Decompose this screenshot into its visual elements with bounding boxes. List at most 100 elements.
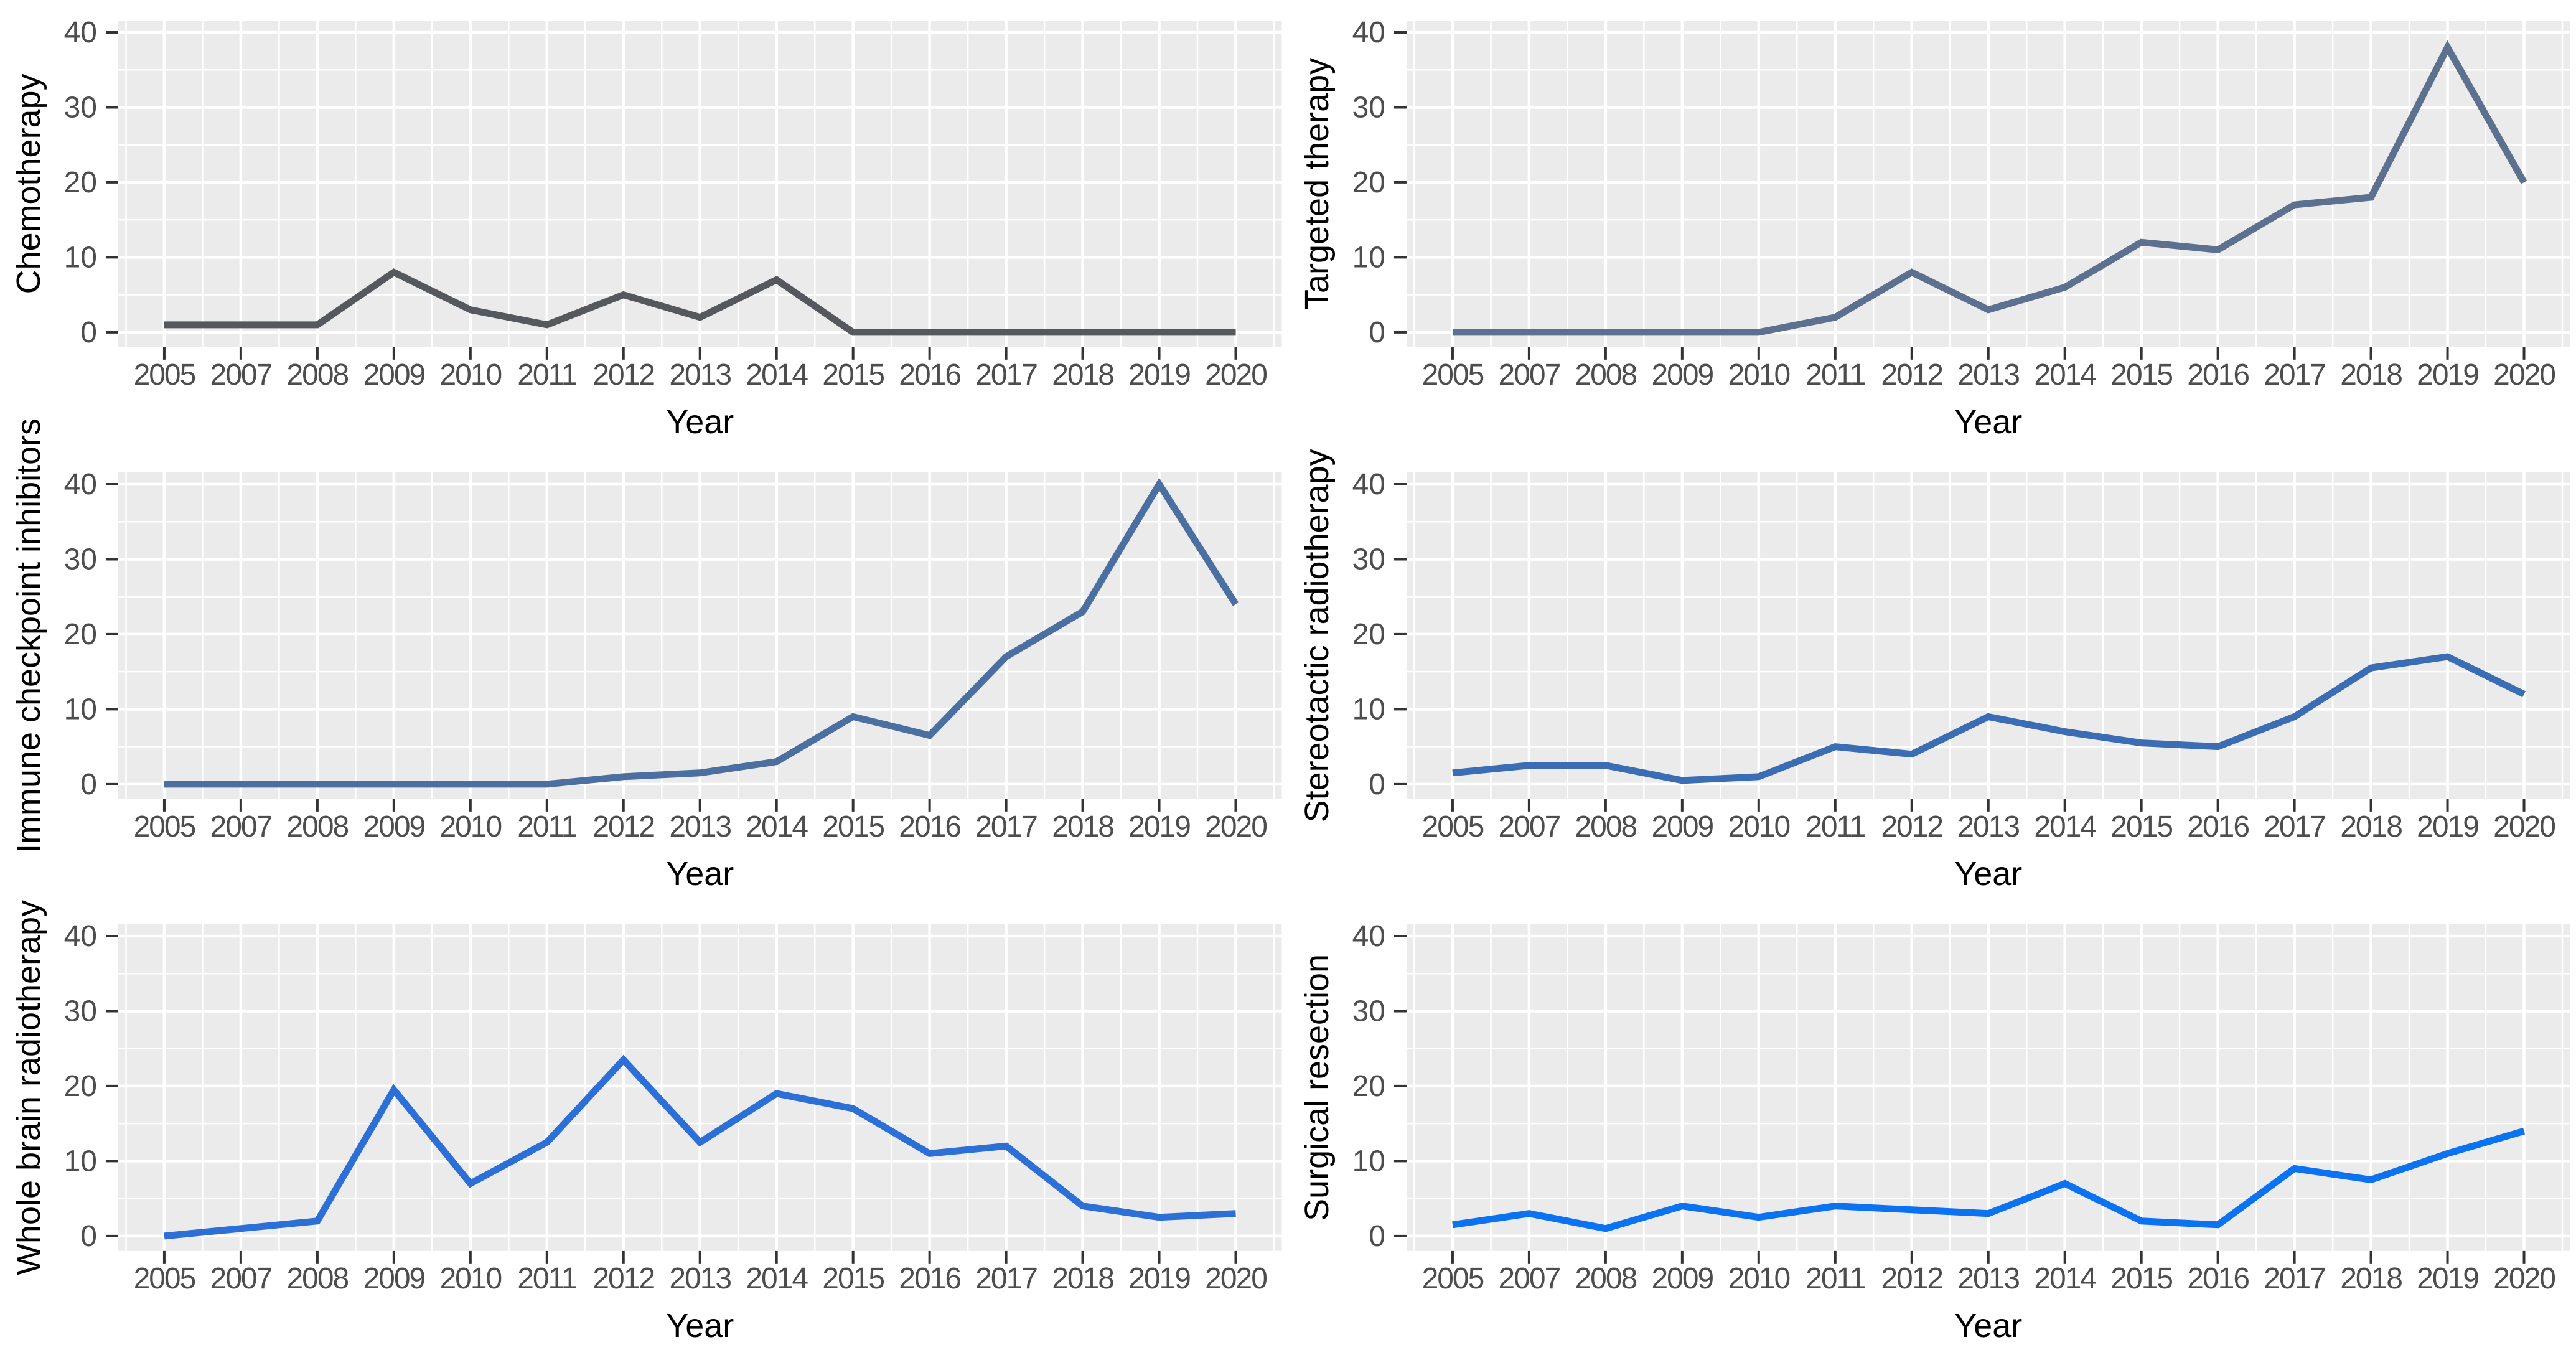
panel-surgical-resection: 2005 2007 2008 2009 2010 2011 2012 2013 2014 2015… [1288, 904, 2576, 1355]
y-axis-tick-label: 0 [80, 1219, 97, 1252]
x-axis-tick-label: 2005 [1421, 359, 1483, 391]
x-axis-tick-label: 2018 [1052, 810, 1113, 843]
x-axis-tick-label: 2013 [669, 810, 731, 843]
y-axis-tick-label: 0 [80, 768, 97, 801]
x-axis-tick-label: 2014 [746, 359, 808, 391]
x-axis-tick-label: 2009 [1651, 810, 1713, 843]
y-axis-tick-label: 40 [64, 920, 97, 953]
x-axis-tick-label: 2011 [517, 359, 576, 391]
y-axis-tick-label: 0 [1369, 1219, 1385, 1252]
x-axis-tick-label: 2018 [1052, 1262, 1113, 1295]
x-axis-tick-label: 2017 [2264, 359, 2325, 391]
x-axis-title: Year [666, 1306, 734, 1344]
panel-chemotherapy: 2005 2007 2008 2009 2010 2011 2012 2013 2014 2015… [0, 0, 1288, 452]
data-line [164, 1054, 1236, 1239]
x-axis-tick-label: 2008 [1575, 359, 1636, 391]
x-axis-tick-label: 2007 [1498, 810, 1560, 843]
x-axis-tick-label: 2015 [822, 1262, 884, 1295]
x-axis-tick-label: 2010 [1728, 359, 1789, 391]
y-axis-tick-label: 20 [64, 618, 97, 651]
x-axis-tick-label: 2012 [1881, 359, 1942, 391]
x-axis-tick-label: 2010 [439, 810, 501, 843]
panel-stereotactic-radiotherapy: 2005 2007 2008 2009 2010 2011 2012 2013 2014 2015… [1288, 449, 2576, 904]
y-axis-tick-label: 10 [1352, 241, 1385, 274]
y-axis-tick-label: 10 [1352, 1145, 1385, 1178]
x-axis-tick-label: 2009 [363, 1262, 424, 1295]
panel-whole-brain-radiotherapy: 2005 2007 2008 2009 2010 2011 2012 2013 2014 2015… [0, 900, 1288, 1355]
y-axis-tick-label: 30 [64, 543, 97, 576]
y-axis-tick-label: 20 [1352, 1070, 1385, 1103]
y-axis-tick-label: 10 [64, 241, 97, 274]
x-axis-tick-label: 2017 [975, 1262, 1037, 1295]
x-axis-tick-label: 2019 [2417, 1262, 2478, 1295]
x-axis-tick-label: 2014 [746, 810, 808, 843]
x-axis-tick-label: 2016 [2187, 810, 2249, 843]
x-axis-tick-label: 2009 [1651, 359, 1713, 391]
x-axis-tick-label: 2018 [2340, 810, 2402, 843]
y-axis-tick-label: 40 [64, 16, 97, 49]
x-axis-tick-label: 2012 [1881, 810, 1942, 843]
x-axis-tick-label: 2019 [1128, 810, 1190, 843]
y-axis-tick-label: 20 [64, 166, 97, 199]
x-axis-tick-label: 2008 [1575, 810, 1636, 843]
y-axis-tick-label: 0 [1369, 768, 1385, 801]
x-axis-tick-label: 2014 [2034, 359, 2096, 391]
x-axis-tick-label: 2017 [975, 810, 1037, 843]
x-axis-tick-label: 2020 [1205, 1262, 1267, 1295]
x-axis-tick-label: 2011 [517, 1262, 576, 1295]
x-axis-tick-label: 2005 [134, 359, 195, 391]
x-axis-tick-label: 2005 [1421, 1262, 1483, 1295]
y-axis-tick-label: 40 [64, 468, 97, 501]
x-axis-tick-label: 2015 [2110, 1262, 2172, 1295]
x-axis-tick-label: 2012 [592, 810, 654, 843]
x-axis-tick-label: 2005 [134, 810, 195, 843]
y-axis-tick-label: 30 [1352, 91, 1385, 124]
x-axis-tick-label: 2019 [1128, 1262, 1190, 1295]
x-axis-title: Year [1954, 403, 2022, 441]
y-axis-tick-label: 10 [64, 1145, 97, 1178]
y-axis-tick-label: 10 [64, 693, 97, 726]
line-chart: 2005 2007 2008 2009 2010 2011 2012 2013 2014 2015… [10, 16, 1282, 441]
x-axis-tick-label: 2017 [2264, 1262, 2325, 1295]
x-axis-tick-label: 2012 [592, 359, 654, 391]
x-axis-tick-label: 2016 [899, 1262, 960, 1295]
gridlines [118, 20, 1282, 347]
x-axis-tick-label: 2016 [899, 359, 960, 391]
x-axis-tick-label: 2020 [2493, 359, 2555, 391]
x-axis-tick-label: 2013 [1957, 359, 2019, 391]
x-axis-tick-label: 2011 [1806, 1262, 1865, 1295]
x-axis-tick-label: 2011 [1806, 810, 1865, 843]
x-axis-tick-label: 2009 [363, 359, 424, 391]
x-axis-tick-label: 2012 [592, 1262, 654, 1295]
x-axis-tick-label: 2015 [2110, 810, 2172, 843]
x-axis-tick-label: 2013 [669, 1262, 731, 1295]
x-axis-tick-label: 2016 [2187, 359, 2249, 391]
x-axis-tick-label: 2016 [899, 810, 960, 843]
line-chart: 2005 2007 2008 2009 2010 2011 2012 2013 2014 2015… [10, 418, 1282, 893]
x-axis-title: Year [666, 403, 734, 441]
y-axis-tick-label: 20 [1352, 618, 1385, 651]
gridlines [1406, 472, 2570, 799]
line-chart: 2005 2007 2008 2009 2010 2011 2012 2013 2014 2015… [1298, 449, 2570, 893]
x-axis-title: Year [666, 855, 734, 893]
line-chart: 2005 2007 2008 2009 2010 2011 2012 2013 2014 2015… [1298, 920, 2570, 1344]
y-axis-title: Chemotherapy [10, 73, 47, 294]
x-axis-tick-label: 2013 [1957, 1262, 2019, 1295]
y-axis-tick-label: 30 [64, 91, 97, 124]
y-axis-tick-label: 20 [1352, 166, 1385, 199]
x-axis-tick-label: 2015 [822, 359, 884, 391]
y-axis-title: Surgical resection [1298, 954, 1335, 1221]
gridlines [1406, 20, 2570, 347]
x-axis-tick-label: 2011 [517, 810, 576, 843]
x-axis-tick-label: 2019 [1128, 359, 1190, 391]
gridlines [118, 472, 1282, 799]
y-axis-tick-label: 40 [1352, 920, 1385, 953]
x-axis-tick-label: 2019 [2417, 359, 2478, 391]
x-axis-tick-label: 2005 [134, 1262, 195, 1295]
x-axis-tick-label: 2008 [287, 810, 349, 843]
x-axis-tick-label: 2020 [1205, 359, 1267, 391]
y-axis-title: Targeted therapy [1298, 58, 1335, 310]
line-chart: 2005 2007 2008 2009 2010 2011 2012 2013 2014 2015… [10, 900, 1282, 1344]
x-axis-tick-label: 2005 [1421, 810, 1483, 843]
x-axis-tick-label: 2007 [210, 1262, 272, 1295]
